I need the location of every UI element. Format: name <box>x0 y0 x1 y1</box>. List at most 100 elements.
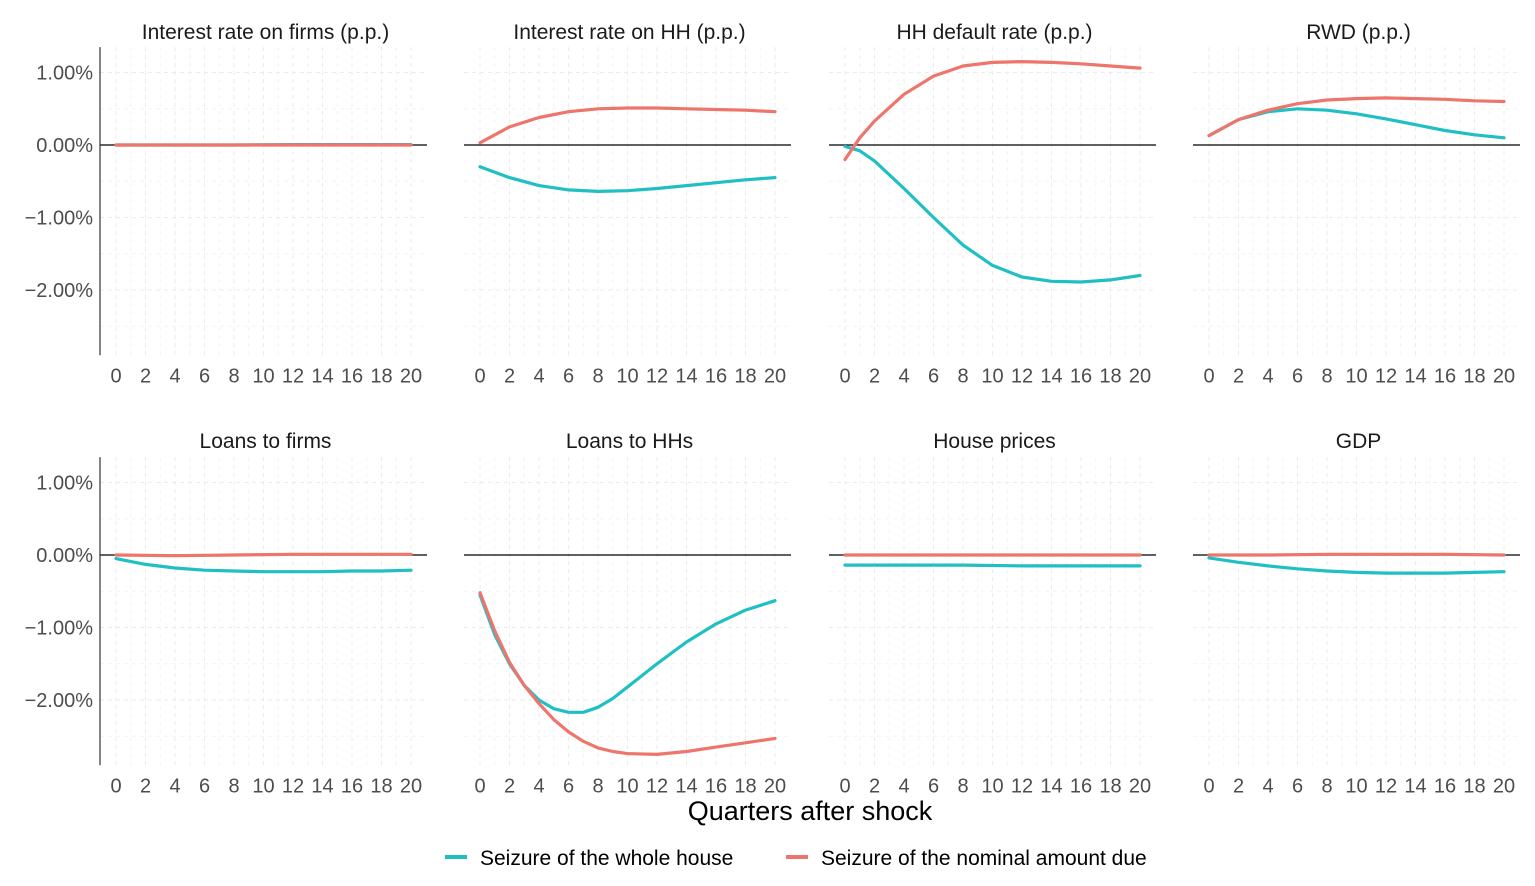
x-tick-label: 8 <box>592 775 603 797</box>
panel-title: Interest rate on HH (p.p.) <box>513 21 745 44</box>
x-tick-label: 2 <box>1233 365 1244 387</box>
x-tick-label: 14 <box>311 365 333 387</box>
x-tick-label: 2 <box>869 775 880 797</box>
x-tick-label: 6 <box>1292 365 1303 387</box>
x-tick-label: 6 <box>199 775 210 797</box>
x-tick-label: 18 <box>1099 365 1121 387</box>
series-line-whole-house <box>843 563 1142 568</box>
x-tick-label: 0 <box>839 775 850 797</box>
panel-1: Interest rate on firms (p.p.) 0 2 4 6 8 10 12 14… <box>100 21 427 387</box>
panel-5: Loans to firms 0 2 4 6 8 10 12 14 16 18 20 <box>100 430 427 797</box>
x-tick-label: 20 <box>764 365 786 387</box>
panel-grid: Interest rate on firms (p.p.)0 2 4 6 8 10 12 14… <box>100 21 1520 797</box>
x-tick-label: 12 <box>282 775 304 797</box>
x-tick-label: 6 <box>928 365 939 387</box>
series-line-nominal-amount <box>843 59 1142 162</box>
x-tick-label: 8 <box>1321 365 1332 387</box>
x-tick-label: 4 <box>1262 365 1273 387</box>
panel-title: Loans to firms <box>200 430 332 453</box>
y-tick-label: 0.00% <box>36 545 93 567</box>
x-tick-label: 2 <box>869 365 880 387</box>
x-tick-label: 4 <box>1262 775 1273 797</box>
x-tick-label: 20 <box>764 775 786 797</box>
legend-item: Seizure of the whole house <box>445 847 733 870</box>
x-tick-label: 2 <box>140 775 151 797</box>
panel-2: Interest rate on HH (p.p.) 0 2 4 6 8 10 12 14 16 1… <box>464 21 791 387</box>
series-line-nominal-amount <box>1207 96 1506 138</box>
x-tick-label: 10 <box>252 365 274 387</box>
series-line-nominal-amount <box>478 591 777 757</box>
x-tick-label: 0 <box>474 775 485 797</box>
panel-title: Interest rate on firms (p.p.) <box>142 21 389 44</box>
x-tick-label: 16 <box>1070 775 1092 797</box>
x-tick-label: 14 <box>1040 775 1062 797</box>
series-line-nominal-amount <box>478 106 777 145</box>
y-tick-label: −1.00% <box>25 208 94 230</box>
series-line-whole-house <box>1207 556 1506 575</box>
x-tick-label: 4 <box>533 365 544 387</box>
x-tick-label: 6 <box>563 775 574 797</box>
x-tick-label: 16 <box>341 365 363 387</box>
x-axis-title: Quarters after shock <box>688 796 933 826</box>
x-tick-label: 8 <box>957 365 968 387</box>
x-tick-label: 6 <box>199 365 210 387</box>
series-line-whole-house <box>843 144 1142 284</box>
panel-7: House prices 0 2 4 6 8 10 12 14 16 18 20 <box>829 430 1156 797</box>
x-tick-label: 18 <box>734 365 756 387</box>
panel-title: Loans to HHs <box>566 430 693 453</box>
x-tick-label: 8 <box>228 365 239 387</box>
x-tick-label: 4 <box>898 775 909 797</box>
x-tick-label: 6 <box>1292 775 1303 797</box>
x-tick-label: 8 <box>592 365 603 387</box>
x-tick-label: 14 <box>311 775 333 797</box>
x-tick-label: 16 <box>341 775 363 797</box>
x-tick-label: 10 <box>981 775 1003 797</box>
legend-label: Seizure of the nominal amount due <box>821 847 1147 870</box>
y-tick-label: −2.00% <box>25 280 94 302</box>
x-tick-label: 10 <box>252 775 274 797</box>
x-tick-label: 14 <box>675 775 697 797</box>
x-tick-label: 4 <box>533 775 544 797</box>
x-tick-label: 12 <box>282 365 304 387</box>
panel-6: Loans to HHs 0 2 4 6 8 10 12 14 16 18 20 <box>464 430 791 797</box>
x-tick-label: 2 <box>504 365 515 387</box>
legend-label: Seizure of the whole house <box>480 847 733 870</box>
x-tick-label: 16 <box>1070 365 1092 387</box>
x-tick-label: 18 <box>1463 365 1485 387</box>
y-tick-label: 1.00% <box>36 63 93 85</box>
x-tick-label: 18 <box>1463 775 1485 797</box>
x-tick-label: 8 <box>228 775 239 797</box>
x-tick-label: 12 <box>1011 365 1033 387</box>
x-tick-label: 10 <box>981 365 1003 387</box>
x-tick-label: 20 <box>1129 365 1151 387</box>
x-tick-label: 8 <box>1321 775 1332 797</box>
x-tick-label: 12 <box>646 365 668 387</box>
x-tick-label: 0 <box>1203 365 1214 387</box>
x-tick-label: 2 <box>504 775 515 797</box>
x-tick-label: 14 <box>1040 365 1062 387</box>
x-tick-label: 18 <box>370 775 392 797</box>
x-tick-label: 10 <box>616 365 638 387</box>
x-tick-label: 20 <box>1129 775 1151 797</box>
x-tick-label: 16 <box>1434 775 1456 797</box>
panel-8: GDP 0 2 4 6 8 10 12 14 16 18 20 <box>1193 430 1520 797</box>
legend: Seizure of the whole house Seizure of the… <box>445 847 1147 870</box>
x-tick-label: 14 <box>675 365 697 387</box>
panel-title: GDP <box>1336 430 1382 453</box>
x-tick-label: 8 <box>957 775 968 797</box>
x-tick-label: 20 <box>1493 775 1515 797</box>
y-tick-label: −2.00% <box>25 690 94 712</box>
y-axes: 1.00% 0.00% −1.00% −2.00% 1.00% 0.00% −1.00% −2… <box>25 47 101 766</box>
x-tick-label: 0 <box>110 365 121 387</box>
legend-item: Seizure of the nominal amount due <box>786 847 1147 870</box>
x-tick-label: 6 <box>563 365 574 387</box>
x-tick-label: 0 <box>110 775 121 797</box>
x-tick-label: 6 <box>928 775 939 797</box>
panel-3: HH default rate (p.p.) 0 2 4 6 8 10 12 14 16 18 20 <box>829 21 1156 387</box>
y-tick-label: 0.00% <box>36 135 93 157</box>
panel-title: HH default rate (p.p.) <box>896 21 1092 44</box>
x-tick-label: 4 <box>169 365 180 387</box>
y-axis-row-1: 1.00% 0.00% −1.00% −2.00% <box>25 47 101 356</box>
x-tick-label: 10 <box>1345 365 1367 387</box>
